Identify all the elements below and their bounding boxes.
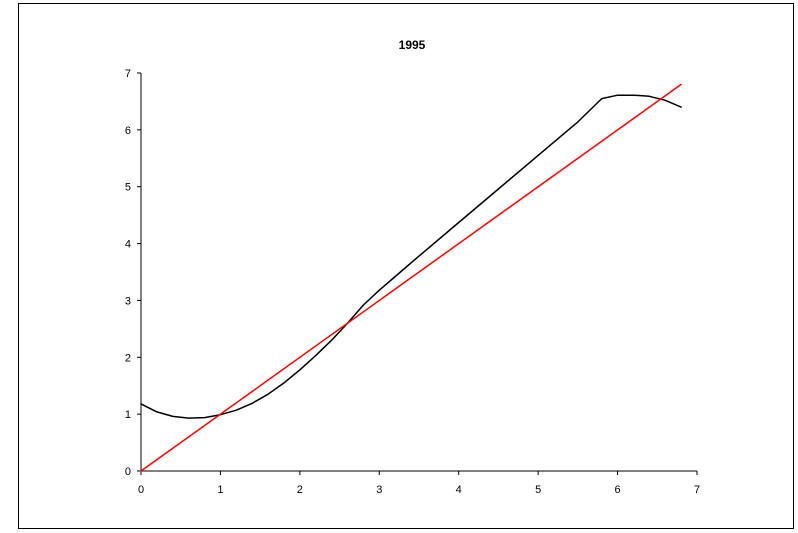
x-tick-label: 2 <box>297 484 303 496</box>
x-tick-label: 4 <box>456 484 462 496</box>
series-line-2 <box>140 83 682 472</box>
chart-title: 1995 <box>399 38 426 52</box>
line-chart: 1995 0 1 2 3 4 5 6 7 0 1 2 3 4 5 6 7 <box>125 38 700 496</box>
y-tick-label: 4 <box>125 239 131 251</box>
x-tick-label: 1 <box>217 484 223 496</box>
x-tick-label: 0 <box>138 484 144 496</box>
x-tick-label: 3 <box>376 484 382 496</box>
y-tick-label: 1 <box>125 409 131 421</box>
y-tick-label: 6 <box>125 125 131 137</box>
y-tick-label: 2 <box>125 352 131 364</box>
x-tick-label: 7 <box>694 484 700 496</box>
y-tick-label: 0 <box>125 466 131 478</box>
y-tick-label: 7 <box>125 68 131 80</box>
x-tick-label: 5 <box>535 484 541 496</box>
chart-frame: 1995 0 1 2 3 4 5 6 7 0 1 2 3 4 5 6 7 <box>18 3 794 529</box>
x-tick-label: 6 <box>615 484 621 496</box>
series-layer <box>140 83 682 472</box>
y-tick-label: 3 <box>125 295 131 307</box>
series-line-1 <box>140 94 682 419</box>
y-tick-label: 5 <box>125 182 131 194</box>
